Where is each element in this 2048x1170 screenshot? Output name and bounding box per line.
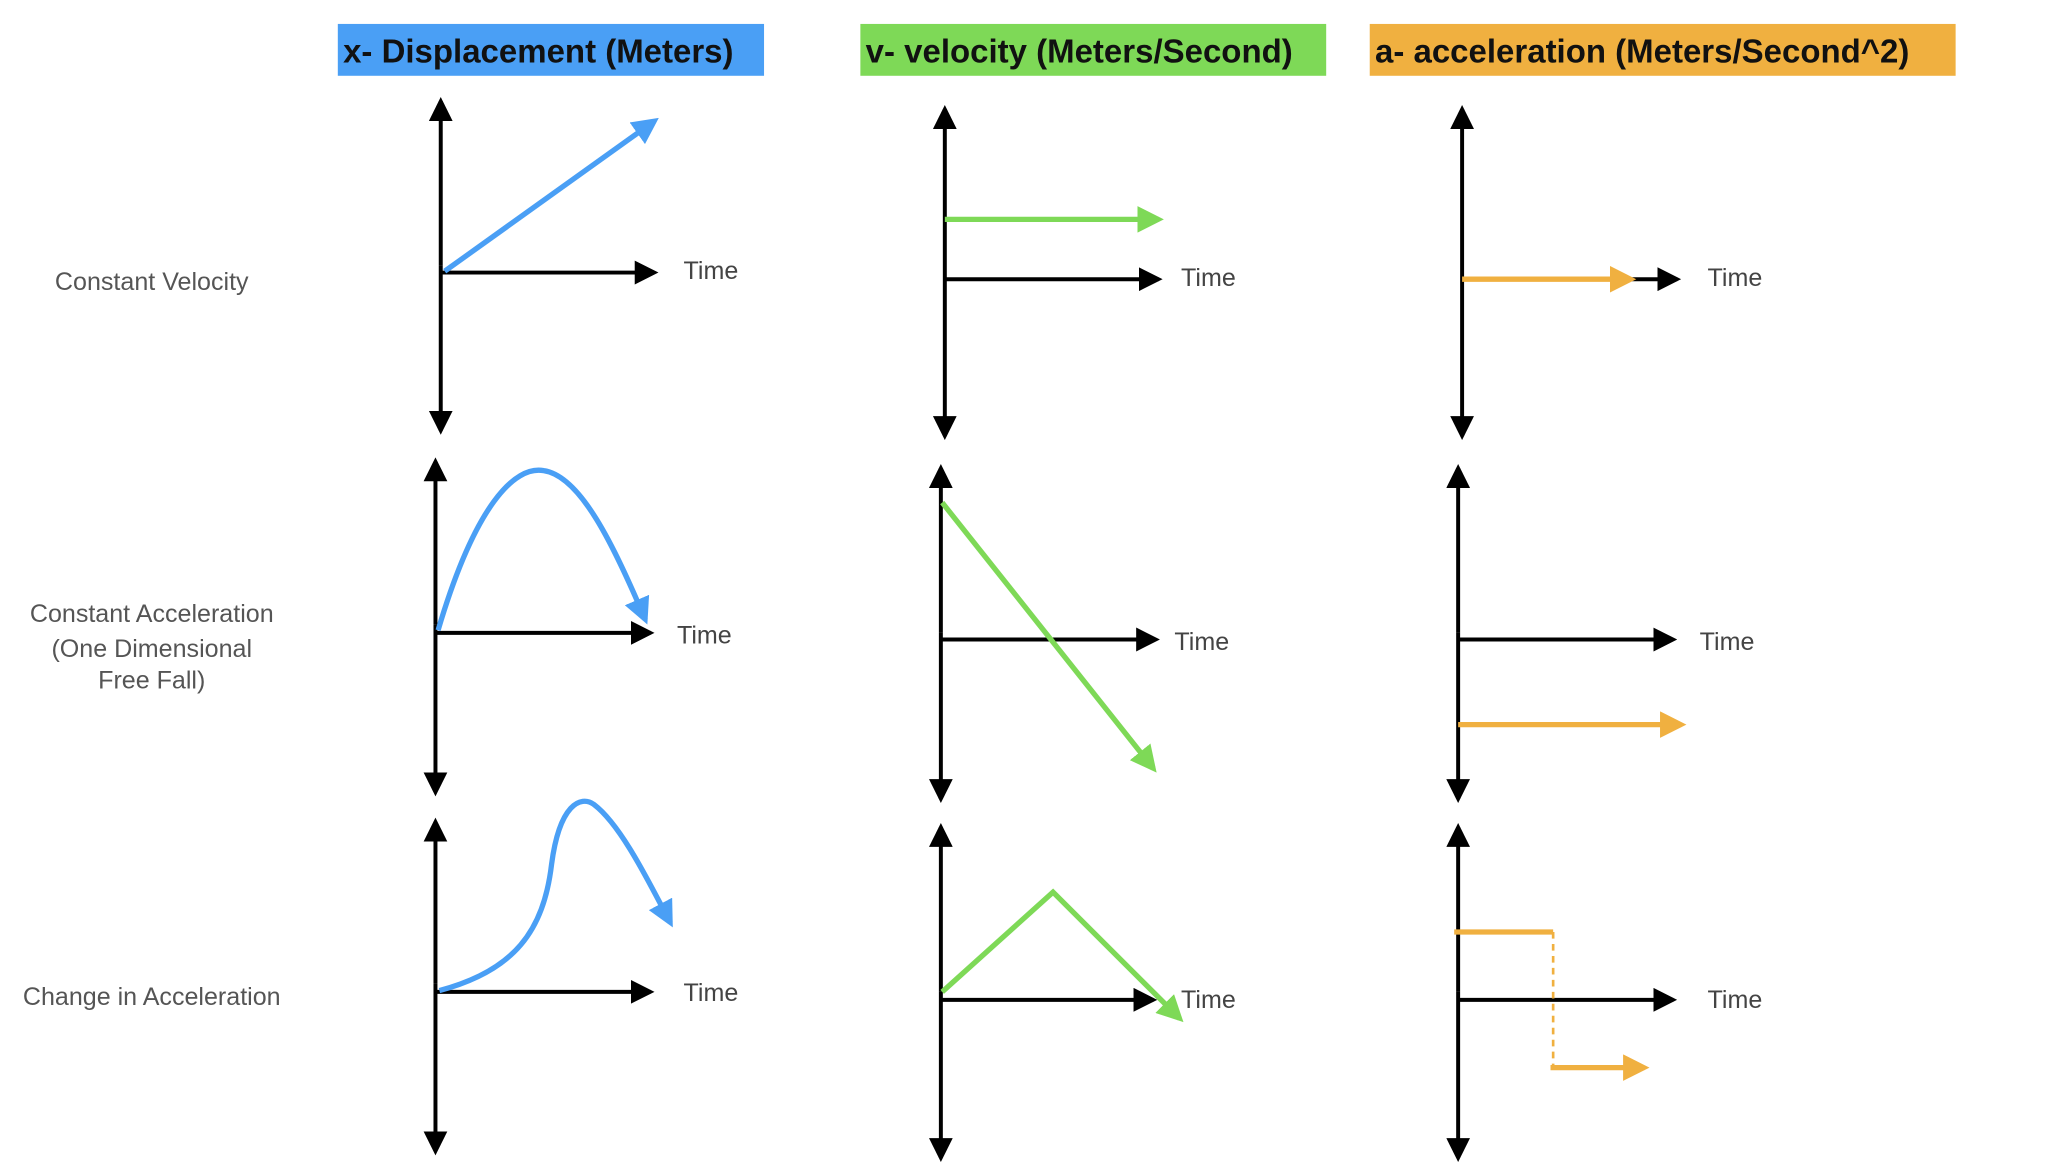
displacement-curve (435, 467, 650, 631)
header-acceleration-text: a- acceleration (Meters/Second^2) (1375, 33, 1909, 70)
time-label: Time (1708, 264, 1763, 292)
row-label-change-in-acceleration: Change in Acceleration (23, 983, 281, 1011)
velocity-line (940, 888, 1184, 1023)
graph-constant-velocity-displacement: Time (428, 97, 739, 435)
time-label: Time (684, 979, 739, 1007)
graph-constant-velocity-acceleration: Time (1450, 105, 1763, 441)
graph-constant-acceleration-velocity: Time (928, 464, 1229, 804)
time-label: Time (1181, 986, 1236, 1014)
graph-constant-velocity-velocity: Time (932, 105, 1236, 441)
time-label: Time (1700, 628, 1755, 656)
row-label-constant-acceleration-3: Free Fall) (98, 667, 205, 695)
time-label: Time (1181, 264, 1236, 292)
time-label: Time (1174, 628, 1229, 656)
displacement-line (443, 117, 659, 274)
graph-constant-acceleration-acceleration: Time (1446, 464, 1755, 804)
graph-change-in-acceleration-velocity: Time (928, 822, 1236, 1163)
displacement-curve (438, 798, 673, 994)
time-label: Time (684, 257, 739, 285)
header-acceleration: a- acceleration (Meters/Second^2) (1369, 23, 1956, 76)
header-velocity: v- velocity (Meters/Second) (860, 23, 1327, 76)
header-displacement-text: x- Displacement (Meters) (343, 33, 733, 70)
graph-constant-acceleration-displacement: Time (423, 457, 732, 797)
header-displacement: x- Displacement (Meters) (337, 23, 765, 76)
graph-change-in-acceleration-displacement: Time (423, 798, 739, 1156)
time-label: Time (1708, 986, 1763, 1014)
row-label-constant-acceleration-1: Constant Acceleration (30, 600, 274, 628)
velocity-line (940, 500, 1157, 773)
row-label-constant-acceleration-2: (One Dimensional (51, 635, 252, 663)
row-label-constant-velocity: Constant Velocity (55, 268, 249, 296)
graph-change-in-acceleration-acceleration: Time (1446, 822, 1763, 1163)
time-label: Time (677, 621, 732, 649)
header-velocity-text: v- velocity (Meters/Second) (866, 33, 1293, 70)
